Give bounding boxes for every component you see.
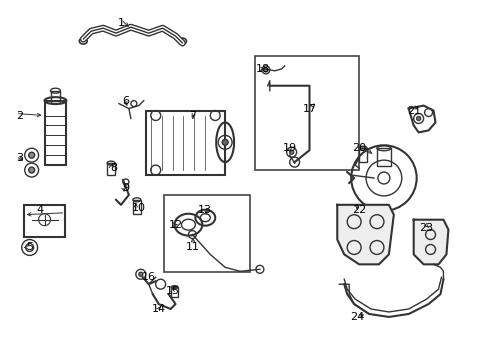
Text: 24: 24 (350, 312, 364, 322)
Bar (133, 200, 141, 214)
Text: 21: 21 (407, 105, 421, 116)
Text: 12: 12 (169, 220, 183, 230)
Bar (45, 100, 66, 165)
Circle shape (29, 152, 35, 158)
Bar (377, 148, 391, 166)
Text: 23: 23 (419, 222, 434, 233)
Bar (255, 56, 359, 170)
Text: 19: 19 (283, 143, 297, 153)
Text: 22: 22 (352, 205, 366, 215)
Circle shape (290, 150, 294, 154)
Text: 6: 6 (122, 96, 129, 105)
Bar (164, 195, 250, 272)
Text: 5: 5 (26, 243, 33, 252)
Text: 20: 20 (352, 143, 366, 153)
Text: 14: 14 (151, 304, 166, 314)
Bar (50, 91, 60, 103)
Text: 9: 9 (122, 183, 129, 193)
Text: 11: 11 (185, 243, 199, 252)
Text: 15: 15 (166, 286, 179, 296)
Bar (171, 287, 177, 297)
Text: 8: 8 (110, 163, 118, 173)
Bar (146, 111, 225, 175)
Text: 2: 2 (16, 111, 24, 121)
Circle shape (264, 68, 268, 72)
Text: 1: 1 (118, 18, 124, 28)
Polygon shape (414, 220, 448, 264)
Text: 4: 4 (36, 205, 43, 215)
Circle shape (29, 167, 35, 173)
Text: 18: 18 (256, 64, 270, 74)
Bar (359, 148, 367, 162)
Text: 10: 10 (132, 203, 146, 213)
Text: 7: 7 (189, 111, 196, 121)
Text: 17: 17 (302, 104, 317, 113)
Text: 13: 13 (198, 205, 212, 215)
Text: 3: 3 (16, 153, 23, 163)
Bar (107, 163, 115, 175)
Text: 16: 16 (142, 272, 156, 282)
Circle shape (222, 139, 228, 145)
Circle shape (139, 272, 143, 276)
Polygon shape (337, 205, 394, 264)
Bar (24, 205, 65, 237)
Circle shape (416, 117, 420, 121)
